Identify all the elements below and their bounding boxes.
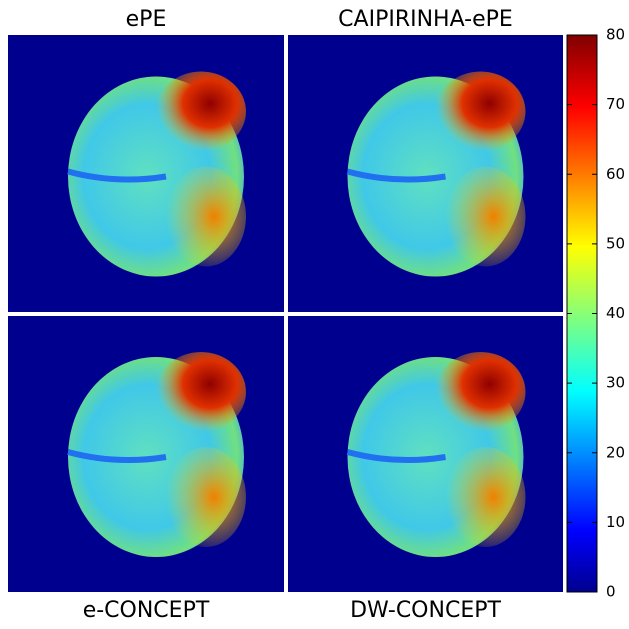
colorbar-tick-label: 30	[606, 374, 625, 392]
colorbar-tick-label: 10	[606, 513, 625, 531]
colorbar-tick-label: 50	[606, 234, 625, 252]
colorbar-tick-label: 80	[606, 26, 625, 44]
panel-title: CAIPIRINHA-ePE	[338, 7, 513, 32]
panel-title: ePE	[126, 7, 167, 32]
colorbar: 0 10 20 30 40 50 60 70 80	[566, 26, 625, 601]
colorbar-tick-label: 20	[606, 443, 625, 461]
colorbar-tick-label: 70	[606, 95, 625, 113]
colorbar-tick-label: 40	[606, 304, 625, 322]
panels: ePE CAIPIRINHA-ePE e-CONCEPT DW-CONCEPT	[8, 7, 563, 623]
colorbar-tick-label: 60	[606, 165, 625, 183]
panel-title: e-CONCEPT	[83, 598, 210, 623]
colorbar-tick-label: 0	[606, 583, 616, 601]
panel-title: DW-CONCEPT	[350, 598, 501, 623]
